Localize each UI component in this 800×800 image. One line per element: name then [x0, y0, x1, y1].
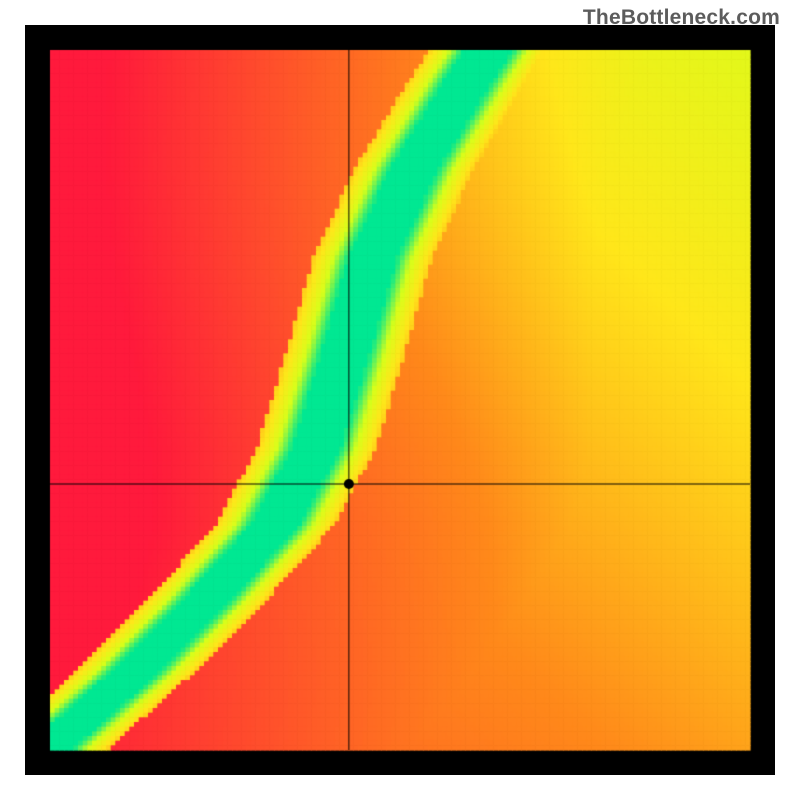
heatmap-chart — [25, 25, 775, 775]
heatmap-canvas — [25, 25, 775, 775]
chart-container: TheBottleneck.com — [0, 0, 800, 800]
